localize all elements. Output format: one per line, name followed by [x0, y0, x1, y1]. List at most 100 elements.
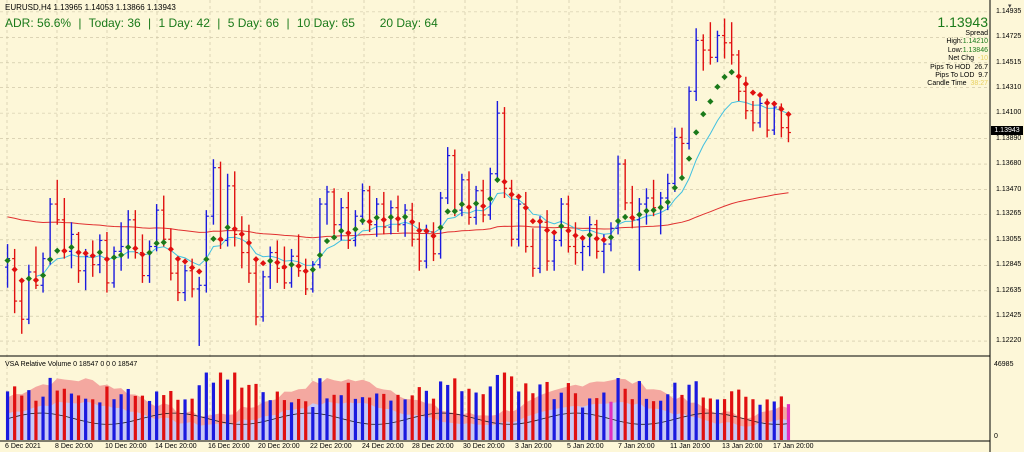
volume-bar — [339, 395, 343, 440]
adr-label: ADR: — [5, 16, 34, 30]
trend-dot — [295, 262, 302, 270]
trend-dot — [636, 211, 643, 218]
volume-indicator-title: VSA Relative Volume 0 18547 0 0 0 18547 — [5, 361, 138, 368]
trend-dot — [316, 251, 324, 259]
volume-bar — [48, 377, 52, 440]
volume-max-label: 46985 — [994, 361, 1014, 368]
volume-bar — [509, 376, 514, 440]
volume-bar — [772, 401, 776, 440]
day5-value: 66 — [265, 16, 280, 30]
volume-bar — [488, 386, 492, 440]
volume-bar — [62, 388, 66, 440]
trend-dot — [579, 234, 586, 242]
time-tick-label: 5 Jan 20:00 — [567, 443, 604, 450]
volume-bar — [431, 398, 436, 440]
price-tick-label: 1.12425 — [996, 312, 1022, 320]
trend-dot — [359, 217, 366, 224]
pips-lod-row: Pips To LOD 9.7 — [918, 72, 988, 80]
volume-zero-label: 0 — [994, 433, 998, 440]
price-tick-label: 1.13680 — [996, 160, 1022, 168]
volume-bar — [751, 399, 755, 440]
volume-bar — [701, 397, 705, 440]
trend-dot — [25, 275, 32, 282]
trend-dot — [749, 89, 757, 96]
volume-bar — [403, 399, 407, 440]
price-tick-label: 1.13055 — [996, 235, 1022, 243]
volume-bar — [730, 391, 734, 440]
volume-bar — [396, 394, 400, 440]
volume-bar — [176, 399, 180, 440]
trend-dot — [217, 236, 224, 243]
volume-bar — [190, 398, 194, 440]
separator — [358, 16, 376, 30]
pips-lod-value: 9.7 — [978, 72, 988, 80]
separator: | — [217, 16, 221, 30]
trend-dot — [536, 218, 544, 225]
trend-dot — [238, 231, 245, 238]
trend-dot — [714, 83, 721, 90]
trend-dot — [132, 245, 139, 252]
trend-dot — [458, 201, 466, 208]
day20-label: 20 Day: — [379, 16, 422, 30]
today-value: 36 — [127, 16, 141, 30]
trend-dot — [522, 204, 529, 211]
price-tick-label: 1.12635 — [996, 286, 1022, 294]
volume-bar — [147, 400, 152, 440]
time-tick-label: 17 Jan 20:00 — [773, 443, 814, 450]
day5-label: 5 Day: — [227, 16, 263, 30]
trend-dot — [678, 174, 686, 182]
trend-dot — [565, 227, 572, 234]
trend-dot — [75, 249, 82, 256]
volume-bar — [13, 386, 17, 440]
time-tick-label: 30 Dec 20:00 — [463, 443, 505, 450]
volume-bar — [368, 397, 372, 440]
time-tick-label: 10 Dec 20:00 — [105, 443, 147, 450]
trend-dot — [380, 216, 387, 223]
volume-bar — [98, 402, 102, 440]
trend-dot — [551, 229, 558, 236]
volume-bar — [20, 395, 24, 440]
price-tick-label: 1.12220 — [996, 337, 1022, 345]
trend-dot — [32, 277, 40, 284]
volume-bar — [438, 381, 443, 440]
day10-label: 10 Day: — [296, 16, 339, 30]
trend-dot — [643, 207, 650, 215]
volume-bar — [126, 388, 130, 440]
time-tick-label: 8 Dec 20:00 — [55, 443, 93, 450]
trend-dot — [622, 213, 629, 221]
trend-dot — [146, 249, 153, 256]
volume-bar — [786, 404, 791, 440]
netchg-label: Net Chg — [948, 55, 974, 63]
volume-bar — [630, 399, 634, 440]
grid-layer — [0, 0, 990, 441]
trend-dot — [586, 231, 593, 239]
trend-dot — [764, 99, 771, 106]
volume-bar — [531, 393, 535, 440]
price-tick-label: 1.14725 — [996, 33, 1022, 41]
trend-dot — [771, 100, 778, 107]
low-label: Low: — [947, 46, 963, 54]
volume-bar — [566, 383, 570, 440]
volume-bar — [737, 389, 741, 440]
volume-bar — [268, 400, 272, 440]
volume-bar — [275, 391, 279, 440]
trend-dot — [366, 218, 373, 225]
volume-bar — [758, 404, 762, 440]
time-tick-label: 28 Dec 20:00 — [412, 443, 454, 450]
volume-bar — [779, 396, 783, 440]
volume-bar — [715, 399, 720, 440]
trend-dot — [103, 256, 111, 263]
pips-hod-label: Pips To HOD — [930, 63, 971, 71]
price-tick-label: 1.14100 — [996, 109, 1022, 117]
trend-dot — [274, 259, 281, 266]
chart-shift-icon[interactable]: ▾ — [1008, 3, 1012, 10]
trend-dot — [671, 184, 678, 191]
volume-bar — [297, 398, 301, 440]
trend-dot — [153, 240, 160, 247]
volume-bar — [559, 392, 563, 440]
trend-dots — [4, 69, 792, 284]
time-tick-label: 14 Dec 20:00 — [155, 443, 197, 450]
trend-dot — [529, 218, 536, 225]
